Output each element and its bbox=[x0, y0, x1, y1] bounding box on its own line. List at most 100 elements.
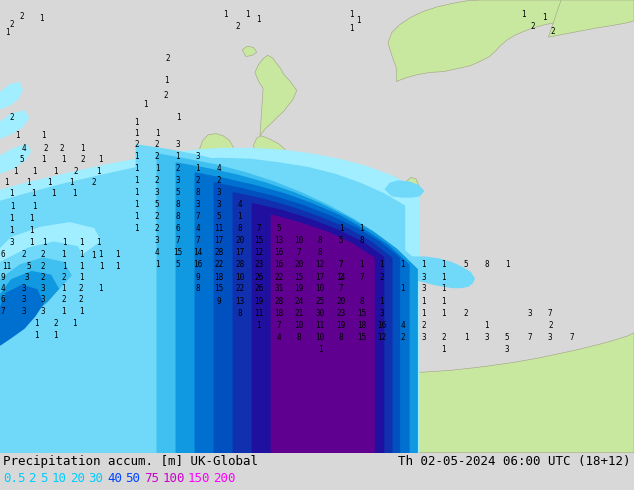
Text: 1: 1 bbox=[421, 309, 426, 318]
Text: 8: 8 bbox=[237, 224, 242, 233]
Text: 5: 5 bbox=[216, 212, 221, 221]
Text: 1: 1 bbox=[195, 164, 200, 173]
Text: 3: 3 bbox=[195, 200, 200, 209]
Text: 16: 16 bbox=[193, 260, 202, 270]
Text: 9: 9 bbox=[216, 296, 221, 306]
Text: 0.5: 0.5 bbox=[3, 472, 25, 485]
Text: 1: 1 bbox=[9, 226, 14, 235]
Text: 17: 17 bbox=[235, 248, 244, 257]
Text: 2: 2 bbox=[235, 22, 240, 31]
Text: 9: 9 bbox=[195, 272, 200, 282]
Text: 75: 75 bbox=[144, 472, 159, 485]
Text: 2: 2 bbox=[379, 272, 384, 282]
Text: 2: 2 bbox=[463, 309, 469, 318]
Text: 50: 50 bbox=[126, 472, 141, 485]
Text: 13: 13 bbox=[235, 296, 244, 306]
Text: 1: 1 bbox=[256, 320, 261, 330]
Text: 21: 21 bbox=[295, 309, 304, 318]
Text: 5: 5 bbox=[20, 155, 25, 164]
Text: 1: 1 bbox=[379, 260, 384, 270]
Polygon shape bbox=[195, 173, 409, 453]
Text: 1: 1 bbox=[155, 260, 160, 270]
Text: 1: 1 bbox=[34, 319, 39, 328]
Text: 1: 1 bbox=[80, 144, 85, 153]
Text: 2: 2 bbox=[164, 92, 169, 100]
Text: 6: 6 bbox=[1, 295, 6, 304]
Text: 1: 1 bbox=[51, 189, 56, 198]
Text: 1: 1 bbox=[79, 272, 84, 282]
Text: 1: 1 bbox=[155, 164, 160, 173]
Text: 26: 26 bbox=[254, 272, 263, 282]
Text: 13: 13 bbox=[275, 236, 283, 245]
Text: 4: 4 bbox=[276, 333, 281, 342]
Text: 1: 1 bbox=[79, 250, 84, 259]
Text: 3: 3 bbox=[155, 236, 160, 245]
Text: 1: 1 bbox=[400, 260, 405, 270]
Text: 20: 20 bbox=[295, 260, 304, 270]
Text: 3: 3 bbox=[41, 307, 46, 316]
Text: 1: 1 bbox=[29, 226, 34, 235]
Text: 1: 1 bbox=[53, 167, 58, 175]
Text: 2: 2 bbox=[80, 155, 85, 164]
Text: 3: 3 bbox=[484, 333, 489, 342]
Text: 5: 5 bbox=[339, 236, 344, 245]
Text: 1: 1 bbox=[441, 284, 446, 294]
Text: 1: 1 bbox=[9, 214, 14, 223]
Text: 1: 1 bbox=[42, 238, 47, 247]
Text: 1: 1 bbox=[96, 167, 101, 175]
Text: 8: 8 bbox=[237, 309, 242, 318]
Text: 3: 3 bbox=[155, 188, 160, 197]
Text: 2: 2 bbox=[134, 140, 139, 149]
Text: 1: 1 bbox=[13, 167, 18, 175]
Text: 5: 5 bbox=[155, 200, 160, 209]
Text: 8: 8 bbox=[195, 188, 200, 197]
Text: 10: 10 bbox=[51, 472, 67, 485]
Text: 1: 1 bbox=[134, 152, 139, 161]
Text: 2: 2 bbox=[165, 54, 171, 63]
Text: 2: 2 bbox=[339, 272, 344, 282]
Text: 12: 12 bbox=[316, 260, 325, 270]
Text: 1: 1 bbox=[115, 250, 120, 259]
Text: 3: 3 bbox=[505, 345, 510, 354]
Text: 1: 1 bbox=[379, 296, 384, 306]
Text: 19: 19 bbox=[295, 284, 304, 294]
Text: 1: 1 bbox=[96, 238, 101, 247]
Text: 1: 1 bbox=[9, 189, 14, 198]
Text: 1: 1 bbox=[421, 260, 426, 270]
Text: 1: 1 bbox=[4, 177, 9, 187]
Text: 1: 1 bbox=[98, 250, 103, 259]
Text: 1: 1 bbox=[134, 188, 139, 197]
Polygon shape bbox=[0, 223, 100, 281]
Text: 3: 3 bbox=[9, 238, 14, 247]
Text: 7: 7 bbox=[195, 236, 200, 245]
Text: 1: 1 bbox=[32, 201, 37, 211]
Text: 3: 3 bbox=[421, 284, 426, 294]
Text: 1: 1 bbox=[256, 15, 261, 24]
Text: 2: 2 bbox=[79, 295, 84, 304]
Polygon shape bbox=[271, 215, 374, 453]
Polygon shape bbox=[252, 204, 384, 453]
Text: 1: 1 bbox=[5, 28, 10, 37]
Text: 2: 2 bbox=[155, 212, 160, 221]
Text: 11: 11 bbox=[316, 320, 325, 330]
Text: 10: 10 bbox=[295, 320, 304, 330]
Text: 1: 1 bbox=[463, 333, 469, 342]
Text: 8: 8 bbox=[175, 200, 180, 209]
Text: 2: 2 bbox=[155, 224, 160, 233]
Text: 1: 1 bbox=[29, 214, 34, 223]
Text: 14: 14 bbox=[337, 272, 346, 282]
Text: 17: 17 bbox=[214, 236, 223, 245]
Text: 3: 3 bbox=[216, 200, 221, 209]
Text: 11: 11 bbox=[2, 262, 11, 270]
Text: 1: 1 bbox=[62, 238, 67, 247]
Text: 2: 2 bbox=[22, 250, 27, 259]
Polygon shape bbox=[242, 46, 257, 57]
Text: 1: 1 bbox=[441, 296, 446, 306]
Text: 10: 10 bbox=[316, 333, 325, 342]
Text: 11: 11 bbox=[214, 224, 223, 233]
Text: 2: 2 bbox=[421, 320, 426, 330]
Text: 1: 1 bbox=[15, 131, 20, 140]
Text: 16: 16 bbox=[377, 320, 386, 330]
Text: 10: 10 bbox=[295, 236, 304, 245]
Text: 1: 1 bbox=[115, 262, 120, 270]
